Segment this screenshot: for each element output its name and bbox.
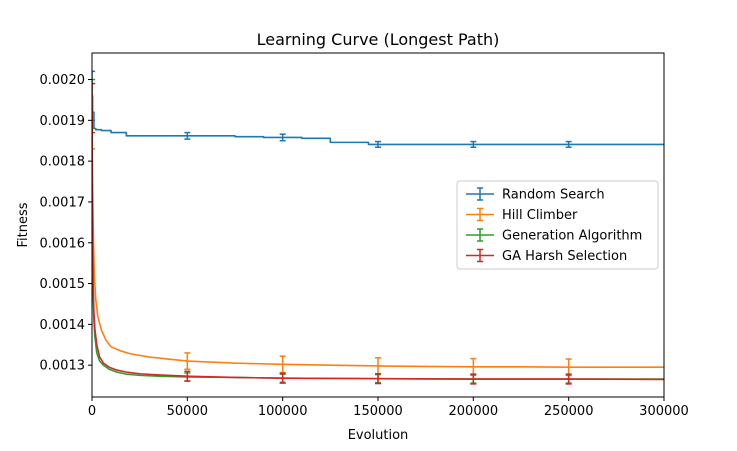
y-tick-label: 0.0016 [40, 236, 86, 251]
error-bar-hill-climber [279, 355, 286, 374]
error-bar-random-search [279, 133, 286, 142]
series-line-ga-harsh-selection [92, 108, 664, 381]
x-tick-label: 200000 [449, 404, 499, 419]
x-tick-label: 50000 [167, 404, 208, 419]
legend-entry-generation-algorithm: Generation Algorithm [466, 228, 642, 244]
y-tick-label: 0.0018 [40, 155, 86, 170]
y-tick-label: 0.0020 [40, 73, 86, 88]
x-tick-label: 300000 [639, 404, 689, 419]
error-bar-hill-climber [184, 352, 191, 371]
error-bar-ga-harsh-selection [279, 372, 286, 384]
series-group [92, 70, 664, 385]
error-bar-ga-harsh-selection [470, 373, 477, 385]
error-bar-random-search [184, 131, 191, 140]
legend-box [456, 180, 659, 270]
error-bar-generation-algorithm [92, 78, 95, 130]
error-bar-ga-harsh-selection [565, 373, 572, 385]
legend-entry-ga-harsh-selection: GA Harsh Selection [466, 248, 627, 264]
y-tick-label: 0.0014 [40, 318, 86, 333]
error-bar-random-search [92, 70, 95, 122]
x-tick-label: 150000 [353, 404, 403, 419]
y-tick-label: 0.0019 [40, 114, 86, 129]
error-bar-random-search [565, 140, 572, 149]
error-bar-random-search [470, 140, 477, 149]
x-tick-label: 100000 [258, 404, 308, 419]
x-axis-label: Evolution [348, 428, 409, 443]
legend-label: Random Search [502, 188, 605, 203]
y-axis-label: Fitness [16, 202, 31, 247]
error-bar-random-search [375, 140, 381, 149]
error-bar-ga-harsh-selection [92, 82, 95, 134]
y-tick-label: 0.0013 [40, 359, 86, 374]
x-tick-label: 0 [88, 404, 96, 419]
plot-area: 0 50000 100000 150000 200000 250000 300000 0.00… [40, 52, 689, 419]
legend-label: GA Harsh Selection [502, 249, 627, 264]
legend-entry-random-search: Random Search [466, 187, 605, 203]
error-bar-ga-harsh-selection [184, 370, 191, 382]
legend: Random Search Hill Climber Generation Algo… [456, 180, 659, 270]
series-line-hill-climber [92, 116, 664, 369]
y-tick-label: 0.0015 [40, 277, 86, 292]
legend-label: Hill Climber [502, 208, 578, 223]
chart-title: Learning Curve (Longest Path) [257, 30, 500, 49]
x-tick-label: 250000 [544, 404, 594, 419]
error-bar-ga-harsh-selection [375, 372, 381, 385]
legend-entry-hill-climber: Hill Climber [466, 207, 578, 223]
legend-label: Generation Algorithm [502, 229, 642, 244]
y-tick-label: 0.0017 [40, 195, 86, 210]
